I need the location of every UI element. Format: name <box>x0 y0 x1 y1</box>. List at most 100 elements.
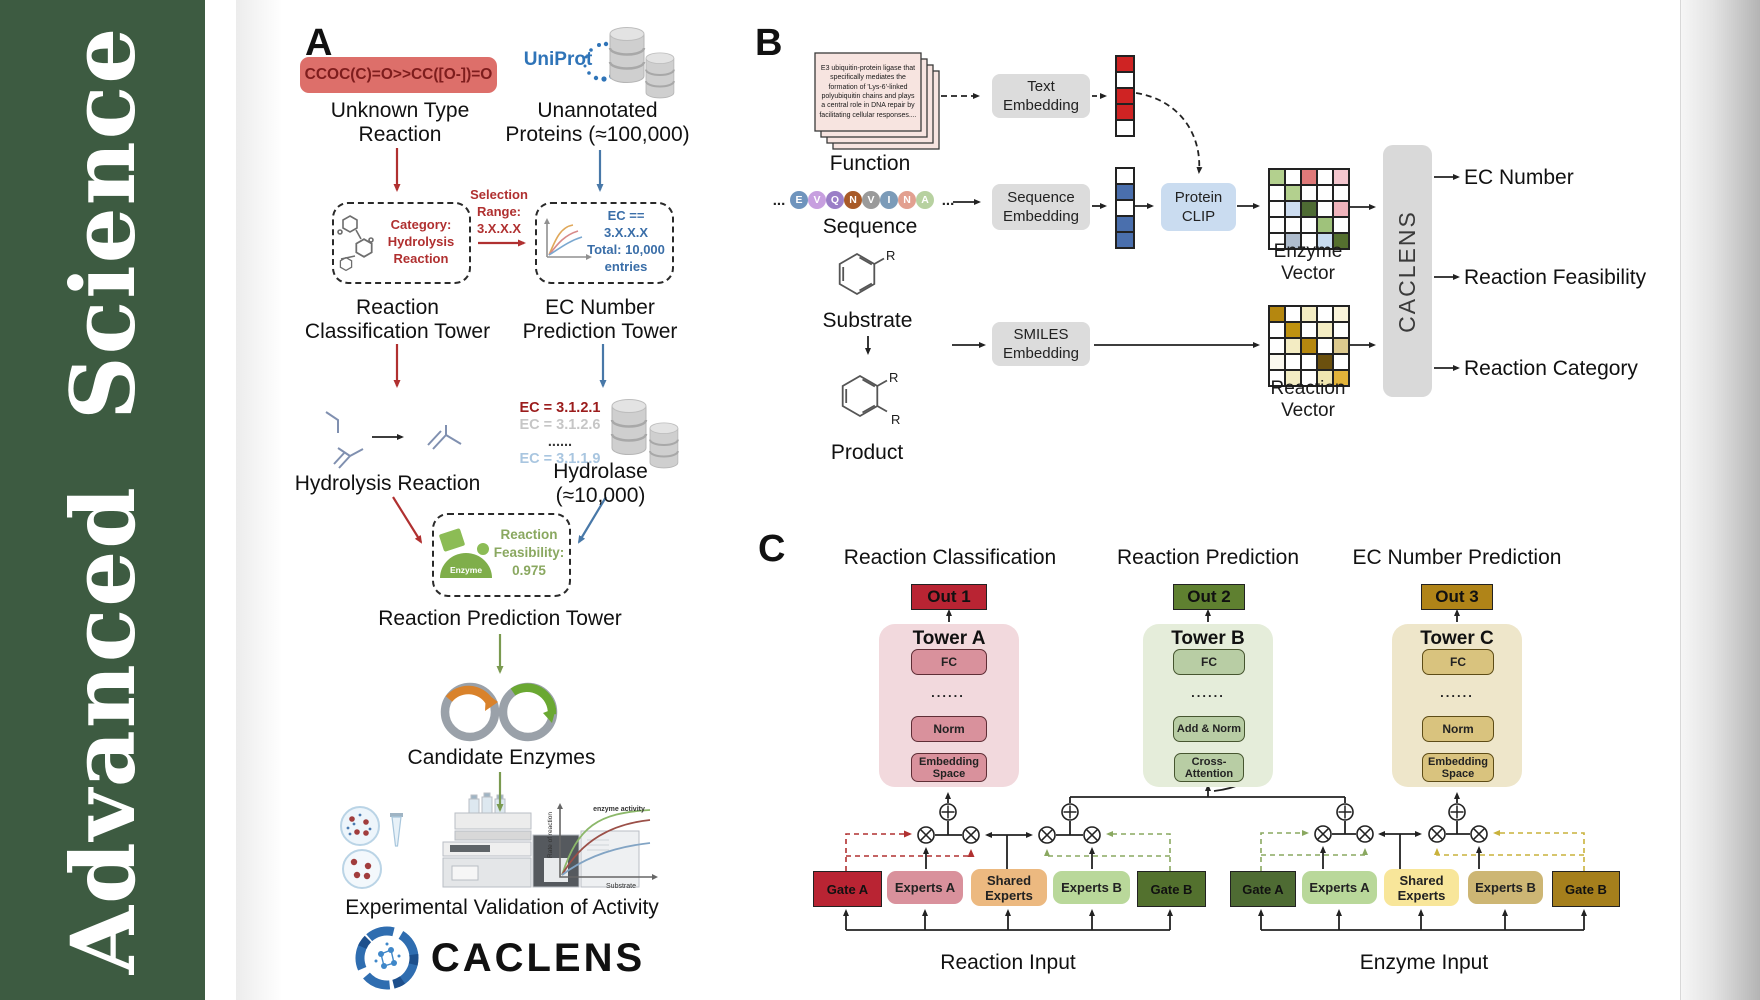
vector-cell <box>1116 120 1134 136</box>
vector-cell <box>1317 217 1333 233</box>
enzyme-gate-a: Gate A <box>1230 871 1296 907</box>
function-card-text: E3 ubiquitin-protein ligase that specifi… <box>819 64 917 119</box>
vector-cell <box>1301 233 1317 249</box>
acetate-molecule-icon <box>427 425 462 450</box>
vector-cell <box>1269 169 1285 185</box>
product-label: Product <box>830 441 904 464</box>
vector-cell <box>1317 322 1333 338</box>
vector-cell <box>1301 354 1317 370</box>
reaction-input-label: Reaction Input <box>940 951 1076 974</box>
ec-filter-box <box>535 202 674 284</box>
tower-b-add-norm: Add & Norm <box>1173 716 1245 742</box>
reaction-gate-a: Gate A <box>813 871 882 907</box>
vector-cell <box>1317 233 1333 249</box>
page-left-shadow <box>236 0 298 1000</box>
residue-circle: I <box>880 191 898 209</box>
smiles-embedding-box: SMILES Embedding <box>992 322 1090 366</box>
vector-cell <box>1285 169 1301 185</box>
sequence-ellipsis: ... <box>772 191 786 209</box>
ec-filter-text: EC == 3.X.X.X Total: 10,000 entries <box>587 208 665 274</box>
panelB-arrows <box>865 92 1460 371</box>
reaction-experts-a: Experts A <box>887 871 963 904</box>
vector-cell <box>1301 306 1317 322</box>
residue-circle: V <box>808 191 826 209</box>
text-embedding-box: Text Embedding <box>992 74 1090 118</box>
output-reaction-feasibility: Reaction Feasibility <box>1464 266 1647 289</box>
vector-cell <box>1116 88 1134 104</box>
caclens-bar-text: CACLENS <box>1394 209 1420 333</box>
vector-cell <box>1301 322 1317 338</box>
tower-b-cross-attention: Cross- Attention <box>1174 753 1244 782</box>
page-right-shadow <box>1680 0 1760 1000</box>
unknown-reaction-label: Unknown Type Reaction <box>330 99 470 146</box>
vector-cell <box>1269 354 1285 370</box>
panelA-label: A <box>305 22 333 64</box>
panelB-label: B <box>755 22 783 64</box>
vector-cell <box>1269 306 1285 322</box>
tower-a-title: Tower A <box>912 628 986 649</box>
reaction-gate-b: Gate B <box>1137 871 1206 907</box>
rate-axis-label: Rate of reaction <box>546 812 554 858</box>
residue-circle: Q <box>826 191 844 209</box>
r-group-label: R <box>886 248 896 263</box>
vector-cell <box>1116 216 1134 232</box>
gate-dashed-wires <box>845 830 1585 871</box>
vector-cell <box>1301 370 1317 386</box>
vector-cell <box>1333 217 1349 233</box>
r-group-label: R <box>889 370 899 385</box>
vector-cell <box>1333 338 1349 354</box>
residue-circle: N <box>844 191 862 209</box>
reaction-vector-grid <box>1268 305 1350 387</box>
sequence-ellipsis: ... <box>941 191 955 209</box>
tower-b-fc: FC <box>1173 649 1245 675</box>
vector-cell <box>1269 201 1285 217</box>
protein-clip-box: Protein CLIP <box>1161 183 1236 231</box>
vector-cell <box>1333 233 1349 249</box>
vector-cell <box>1317 169 1333 185</box>
ec-result-item: EC = 3.1.1.9 <box>519 451 601 467</box>
substrate-molecule-icon <box>838 252 885 296</box>
ester-molecule-icon <box>325 411 364 469</box>
plasmid-icons <box>440 682 558 742</box>
tower-a-fc: FC <box>911 649 987 675</box>
text-embedding-vector <box>1115 55 1135 137</box>
vector-cell <box>1301 185 1317 201</box>
prediction-tower-label: Reaction Prediction Tower <box>378 607 622 630</box>
tower-c-title: Tower C <box>1420 628 1494 649</box>
vector-cell <box>1116 168 1134 184</box>
residue-circle: E <box>790 191 808 209</box>
vector-cell <box>1333 354 1349 370</box>
out3-box: Out 3 <box>1421 584 1493 610</box>
task2-header: Reaction Prediction <box>1116 546 1300 569</box>
candidate-enzymes-label: Candidate Enzymes <box>407 746 596 769</box>
ec-result-item: ...... <box>547 434 573 450</box>
caclens-model-bar: CACLENS <box>1383 145 1432 397</box>
vector-cell <box>1285 322 1301 338</box>
reaction-vector-label: Reaction Vector <box>1270 378 1346 421</box>
panelC-label: C <box>758 528 786 570</box>
hydrolase-label: Hydrolase (≈10,000) <box>553 460 648 507</box>
ec-tower-label: EC Number Prediction Tower <box>522 296 678 343</box>
vector-cell <box>1116 184 1134 200</box>
tower-c-dots: ...... <box>1440 684 1474 700</box>
classification-tower-label: Reaction Classification Tower <box>304 296 491 343</box>
vector-cell <box>1116 56 1134 72</box>
vector-cell <box>1269 338 1285 354</box>
validation-label: Experimental Validation of Activity <box>345 896 659 919</box>
enzyme-vector-label: Enzyme Vector <box>1273 241 1343 284</box>
moe-operators <box>917 803 1488 844</box>
vector-cell <box>1333 370 1349 386</box>
vector-cell <box>1269 233 1285 249</box>
task3-header: EC Number Prediction <box>1352 546 1562 569</box>
journal-banner: Advanced Science <box>0 0 205 1000</box>
vector-cell <box>1269 185 1285 201</box>
kinetics-chart-icon <box>557 803 658 880</box>
unannotated-proteins-label: Unannotated Proteins (≈100,000) <box>505 99 690 146</box>
enzyme-vector-grid <box>1268 168 1350 250</box>
vector-cell <box>1285 217 1301 233</box>
vector-cell <box>1269 217 1285 233</box>
caclens-logo-icon <box>355 926 419 990</box>
vector-cell <box>1317 185 1333 201</box>
sequence-embedding-box: Sequence Embedding <box>992 184 1090 230</box>
